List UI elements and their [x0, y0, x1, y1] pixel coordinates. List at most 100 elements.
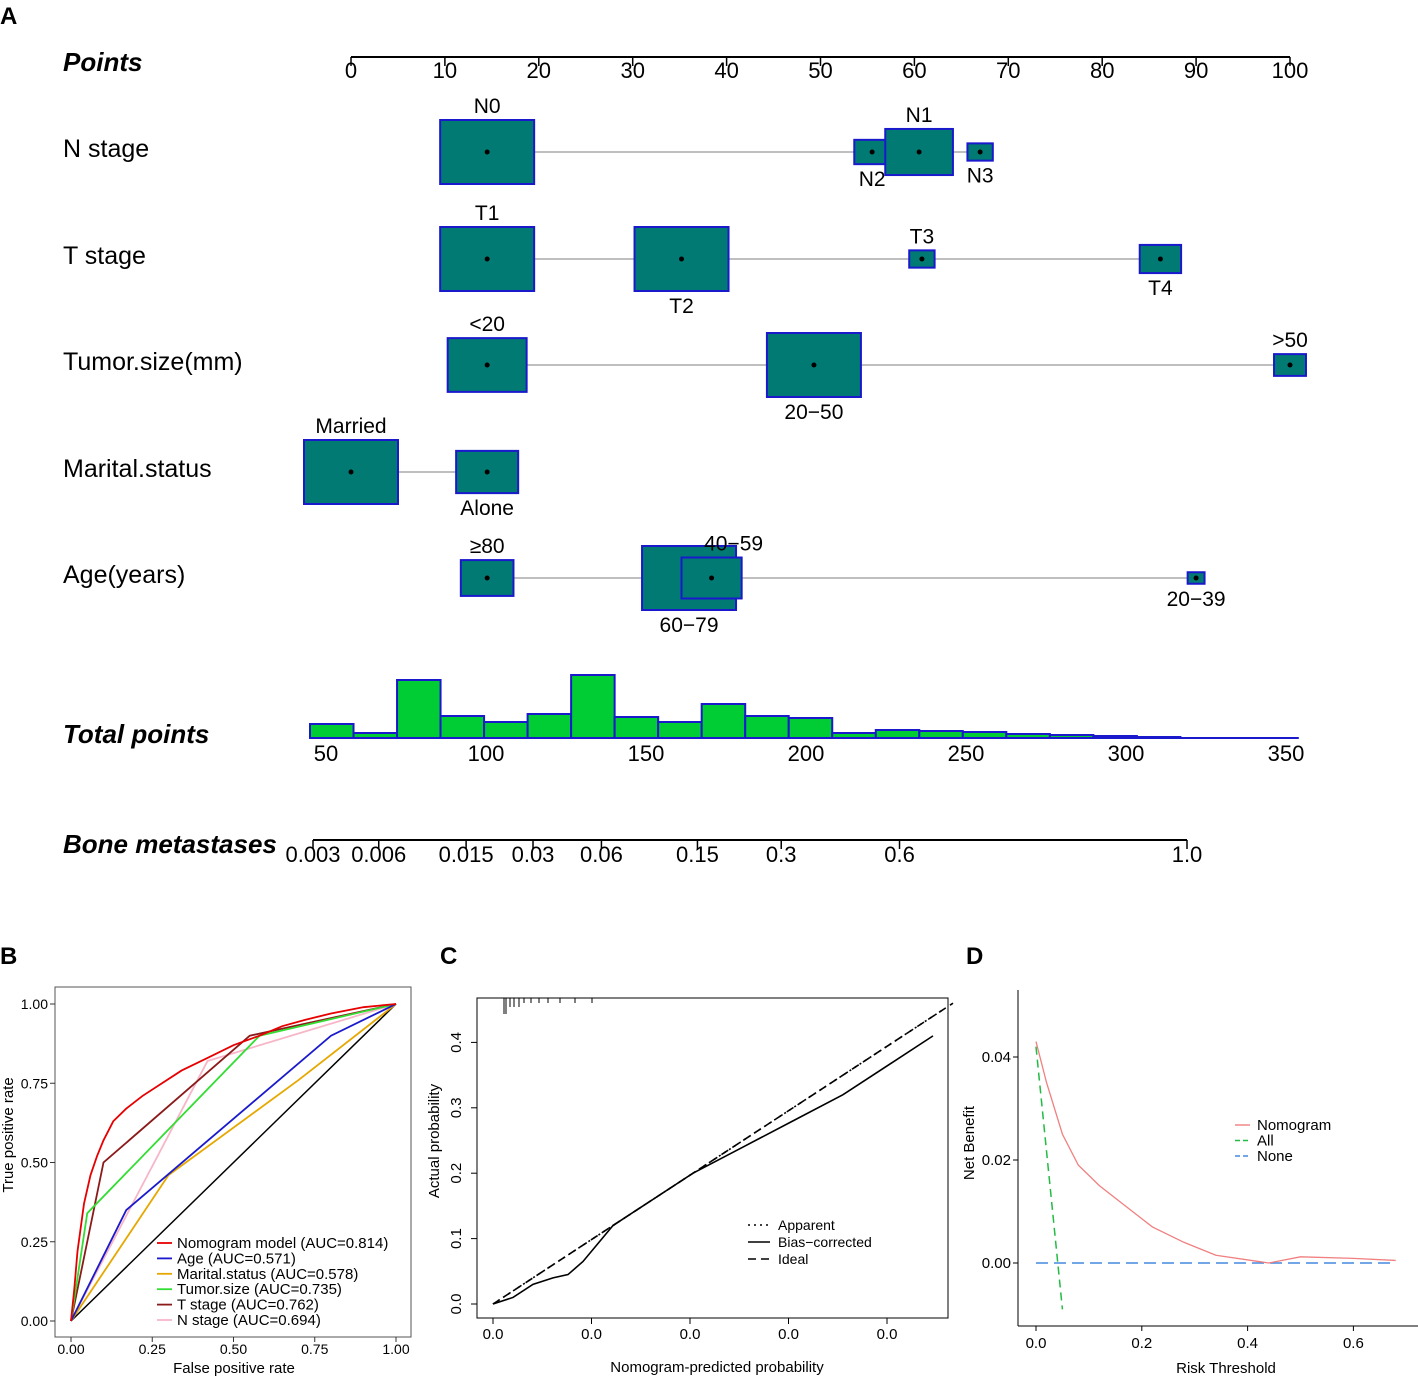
points-tick-label: 50 [808, 58, 832, 83]
roc-ylabel: True positive rate [0, 1077, 17, 1192]
points-axis: 0 10 20 30 40 50 60 70 80 90 100 [345, 56, 1309, 83]
total-points-title: Total points [63, 719, 209, 749]
dca-ytick-label: 0.00 [982, 1255, 1011, 1272]
level-label: N2 [859, 168, 886, 191]
bm-tick-label: 0.006 [351, 842, 406, 867]
level-label: T1 [475, 202, 500, 225]
dca-xtick-label: 0.6 [1343, 1335, 1364, 1352]
roc-curve-line [70, 1003, 397, 1322]
calibration-xtick-label: 0.0 [877, 1326, 898, 1343]
level-dot [977, 149, 983, 155]
histogram-bar [744, 715, 790, 739]
roc-reference-diagonal [70, 1003, 397, 1322]
roc-xlabel: False positive rate [173, 1360, 295, 1376]
level-label: Married [315, 415, 386, 438]
histogram-bar [657, 721, 703, 739]
histogram-bar [918, 730, 964, 739]
dca-curves [1035, 1041, 1396, 1310]
level-label: ≥80 [470, 535, 505, 558]
histogram-bar [483, 721, 529, 739]
dca-legend-label: Nomogram [1257, 1117, 1331, 1134]
histogram-bar [526, 713, 573, 739]
calibration-curve-line [492, 1002, 954, 1305]
roc-ytick-label: 1.00 [21, 996, 48, 1012]
level-dot [484, 149, 490, 155]
level-label: N0 [474, 95, 501, 118]
roc-legend-label: N stage (AUC=0.694) [177, 1312, 321, 1329]
calibration-legend-label: Bias−corrected [778, 1234, 872, 1250]
points-tick-label: 90 [1184, 58, 1208, 83]
roc-legend-label: T stage (AUC=0.762) [177, 1297, 319, 1314]
dca-curve-line [1035, 1041, 1396, 1264]
level-label: N3 [967, 165, 994, 188]
points-tick-label: 70 [996, 58, 1020, 83]
calibration-xtick-label: 0.0 [778, 1326, 799, 1343]
roc-ytick-label: 0.75 [21, 1075, 48, 1091]
calibration-xtick-label: 0.0 [483, 1326, 504, 1343]
points-title: Points [63, 47, 142, 77]
panel-c-label: C [440, 943, 457, 970]
variable-label: T stage [63, 242, 146, 270]
bm-tick-label: 0.15 [676, 842, 719, 867]
level-dot [1193, 575, 1199, 581]
roc-xtick-label: 0.00 [57, 1341, 84, 1357]
level-dot [484, 469, 490, 475]
total-tick-label: 250 [948, 741, 985, 766]
variable-label: Marital.status [63, 455, 212, 483]
roc-legend-label: Age (AUC=0.571) [177, 1250, 296, 1267]
dca-xtick-label: 0.0 [1026, 1335, 1047, 1352]
total-tick-label: 50 [314, 741, 338, 766]
level-label: T3 [910, 225, 935, 248]
dca-xtick-label: 0.4 [1237, 1335, 1258, 1352]
dca-legend-label: All [1257, 1133, 1274, 1150]
level-dot [348, 469, 354, 475]
calibration-ytick-label: 0.0 [448, 1294, 465, 1315]
roc-ytick-label: 0.00 [21, 1313, 48, 1329]
level-label: T2 [669, 295, 694, 318]
level-dot [1287, 362, 1293, 368]
calibration-curve-line [492, 1035, 934, 1305]
total-tick-label: 100 [468, 741, 505, 766]
bm-tick-label: 0.015 [439, 842, 494, 867]
panel-d-label: D [966, 943, 983, 970]
level-dot [484, 575, 490, 581]
calibration-ytick-label: 0.2 [448, 1163, 465, 1184]
points-tick-label: 60 [902, 58, 926, 83]
roc-curve-line [70, 1003, 397, 1322]
level-dot [869, 149, 875, 155]
level-label: >50 [1272, 329, 1308, 352]
points-tick-label: 10 [433, 58, 457, 83]
calibration-rug [503, 998, 593, 1014]
calibration-ytick-label: 0.3 [448, 1097, 465, 1118]
roc-curves [70, 1003, 397, 1322]
level-dot [484, 256, 490, 262]
roc-legend-label: Nomogram model (AUC=0.814) [177, 1235, 388, 1252]
dca-ytick-label: 0.04 [982, 1049, 1011, 1066]
panel-b-label: B [0, 943, 17, 970]
level-label: T4 [1148, 277, 1173, 300]
level-dot [811, 362, 817, 368]
roc-xtick-label: 0.75 [301, 1341, 328, 1357]
roc-axis-ticks: 0.00 0.25 0.50 0.75 1.00 0.00 0.25 0.50 0.75 1.00 [21, 996, 410, 1357]
calibration-xtick-label: 0.0 [680, 1326, 701, 1343]
points-tick-label: 20 [527, 58, 551, 83]
calibration-xlabel: Nomogram-predicted probability [610, 1359, 824, 1376]
roc-xtick-label: 0.25 [139, 1341, 166, 1357]
panel-d-decision-curve: D 0.0 0.2 0.4 0.6 0.00 0.02 0.04 NomogramAllNo… [961, 943, 1418, 1376]
level-label: Alone [460, 497, 514, 520]
dca-xlabel: Risk Threshold [1176, 1360, 1276, 1376]
roc-legend-label: Tumor.size (AUC=0.735) [177, 1281, 342, 1298]
panel-b-roc: B 0.00 0.25 0.50 0.75 1.00 0.00 0.25 0.50 0.75 1.… [0, 943, 412, 1376]
level-label: 60−79 [660, 614, 719, 637]
roc-xtick-label: 1.00 [382, 1341, 409, 1357]
points-tick-label: 100 [1272, 58, 1309, 83]
total-tick-label: 300 [1108, 741, 1145, 766]
roc-curve-line [70, 1003, 397, 1322]
points-tick-label: 0 [345, 58, 357, 83]
panel-c-calibration: C 0.0 0.0 0.0 0.0 0.0 0.0 0.1 0.2 0.3 0.4 Apparen… [426, 943, 954, 1376]
total-points-histogram [309, 674, 1182, 739]
level-dot [679, 256, 685, 262]
variable-label: Age(years) [63, 561, 185, 589]
